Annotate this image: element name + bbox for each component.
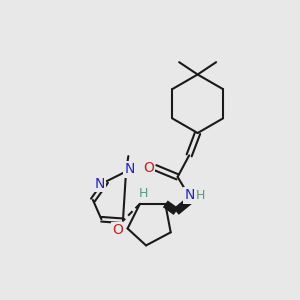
Bar: [184, 190, 196, 200]
Bar: [138, 188, 150, 198]
Text: O: O: [143, 161, 154, 175]
Text: O: O: [112, 223, 123, 237]
Text: N: N: [95, 177, 105, 191]
Text: H: H: [139, 187, 148, 200]
Bar: [124, 165, 135, 174]
Text: N: N: [185, 188, 195, 203]
Text: N: N: [125, 162, 135, 176]
Bar: [142, 163, 154, 173]
Bar: [94, 179, 105, 188]
Text: H: H: [196, 189, 206, 202]
Bar: [111, 225, 124, 235]
